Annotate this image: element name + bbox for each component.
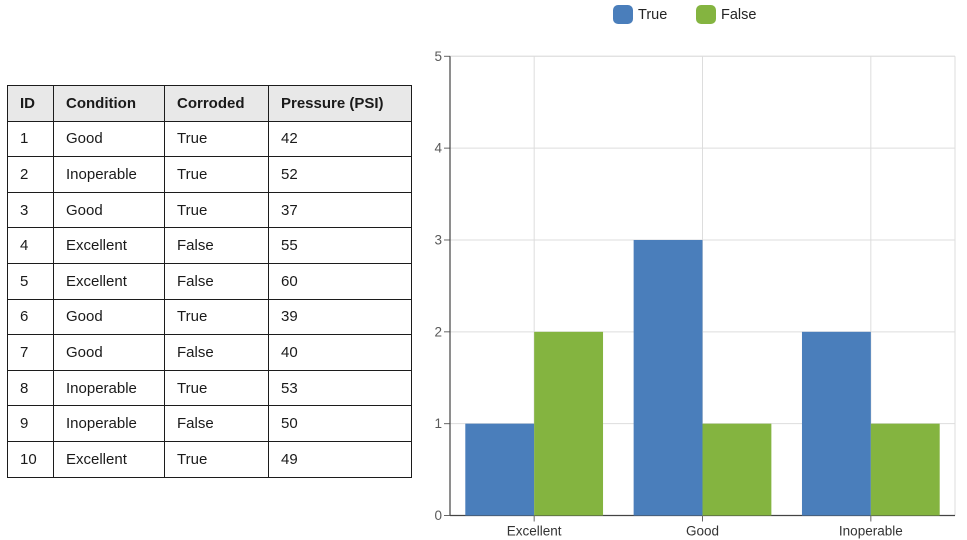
svg-text:0: 0 xyxy=(434,508,442,523)
svg-text:4: 4 xyxy=(434,141,442,156)
svg-text:3: 3 xyxy=(434,232,442,247)
svg-text:5: 5 xyxy=(434,49,442,64)
svg-text:2: 2 xyxy=(434,324,442,339)
svg-text:Excellent: Excellent xyxy=(507,524,562,539)
svg-text:Inoperable: Inoperable xyxy=(839,524,903,539)
svg-text:Good: Good xyxy=(686,524,719,539)
svg-text:1: 1 xyxy=(434,416,442,431)
